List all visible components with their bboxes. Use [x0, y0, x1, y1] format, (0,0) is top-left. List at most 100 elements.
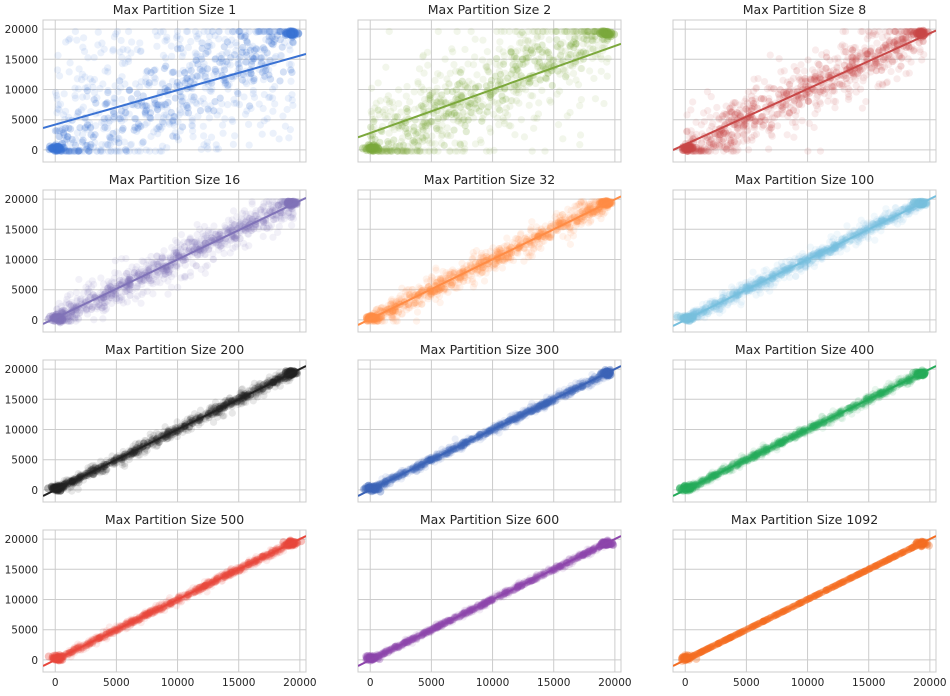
data-point: [420, 126, 427, 133]
data-point: [221, 43, 228, 50]
data-point: [812, 46, 819, 53]
data-point: [169, 117, 176, 124]
data-point: [470, 252, 477, 259]
data-point: [98, 141, 105, 148]
data-point: [62, 38, 69, 45]
data-point: [154, 113, 161, 120]
data-point: [246, 141, 253, 148]
data-point: [482, 62, 489, 69]
data-point: [768, 121, 775, 128]
y-tick-label: 0: [31, 315, 38, 327]
data-point: [240, 93, 247, 100]
data-point: [152, 100, 159, 107]
data-point: [287, 29, 295, 37]
data-point: [507, 48, 514, 55]
data-point: [468, 28, 475, 35]
data-point: [53, 92, 60, 99]
data-point: [215, 28, 222, 35]
data-point: [589, 45, 596, 52]
data-point: [871, 237, 878, 244]
data-point: [164, 277, 171, 284]
data-point: [509, 61, 516, 68]
data-point: [206, 114, 213, 121]
data-point: [404, 130, 411, 137]
data-point: [265, 37, 272, 44]
data-point: [119, 46, 126, 53]
data-point: [250, 77, 257, 84]
data-point: [453, 112, 460, 119]
y-tick-label: 5000: [11, 285, 38, 297]
data-point: [270, 130, 277, 137]
y-tick-label: 20000: [5, 194, 38, 206]
data-point: [361, 144, 369, 152]
data-point: [200, 123, 207, 130]
data-point: [790, 134, 797, 141]
data-point: [577, 65, 584, 72]
data-point: [553, 36, 560, 43]
data-point: [375, 106, 382, 113]
data-point: [126, 86, 133, 93]
data-point: [557, 52, 564, 59]
data-point: [479, 76, 486, 83]
data-point: [744, 107, 751, 114]
data-point: [101, 124, 108, 131]
data-point: [454, 28, 461, 35]
data-point: [527, 252, 534, 259]
data-point: [168, 284, 175, 291]
data-point: [247, 70, 254, 77]
data-point: [449, 88, 456, 95]
data-point: [66, 59, 73, 66]
data-point: [183, 102, 190, 109]
data-point: [830, 82, 837, 89]
data-point: [590, 75, 597, 82]
data-point: [89, 304, 96, 311]
data-point: [138, 257, 145, 264]
data-point: [599, 28, 607, 36]
data-point: [228, 116, 235, 123]
data-point: [804, 56, 811, 63]
data-point: [383, 96, 390, 103]
data-point: [111, 95, 118, 102]
data-point: [57, 101, 64, 108]
data-point: [279, 44, 286, 51]
data-point: [505, 254, 512, 261]
data-point: [269, 94, 276, 101]
y-tick-label: 15000: [5, 54, 38, 66]
data-point: [134, 292, 141, 299]
data-point: [125, 28, 132, 35]
data-point: [390, 318, 397, 325]
data-point: [112, 257, 119, 264]
data-point: [504, 75, 511, 82]
data-point: [859, 105, 866, 112]
data-point: [723, 130, 730, 137]
data-point: [495, 121, 502, 128]
data-point: [529, 148, 536, 155]
data-point: [795, 74, 802, 81]
data-point: [587, 218, 594, 225]
data-point: [784, 131, 791, 138]
data-point: [496, 78, 503, 85]
data-point: [411, 88, 418, 95]
data-point: [731, 99, 738, 106]
data-point: [526, 102, 533, 109]
data-point: [562, 73, 569, 80]
data-point: [438, 91, 445, 98]
data-point: [478, 139, 485, 146]
data-point: [187, 38, 194, 45]
data-point: [403, 93, 410, 100]
data-point: [208, 134, 215, 141]
data-point: [236, 101, 243, 108]
data-point: [439, 131, 446, 138]
data-point: [113, 148, 120, 155]
data-point: [198, 146, 205, 153]
data-point: [683, 128, 690, 135]
data-point: [54, 52, 61, 59]
data-point: [471, 100, 478, 107]
data-point: [448, 45, 455, 52]
data-point: [600, 100, 607, 107]
data-point: [178, 231, 185, 238]
data-point: [576, 102, 583, 109]
data-point: [287, 126, 294, 133]
data-point: [473, 71, 480, 78]
data-point: [115, 139, 122, 146]
